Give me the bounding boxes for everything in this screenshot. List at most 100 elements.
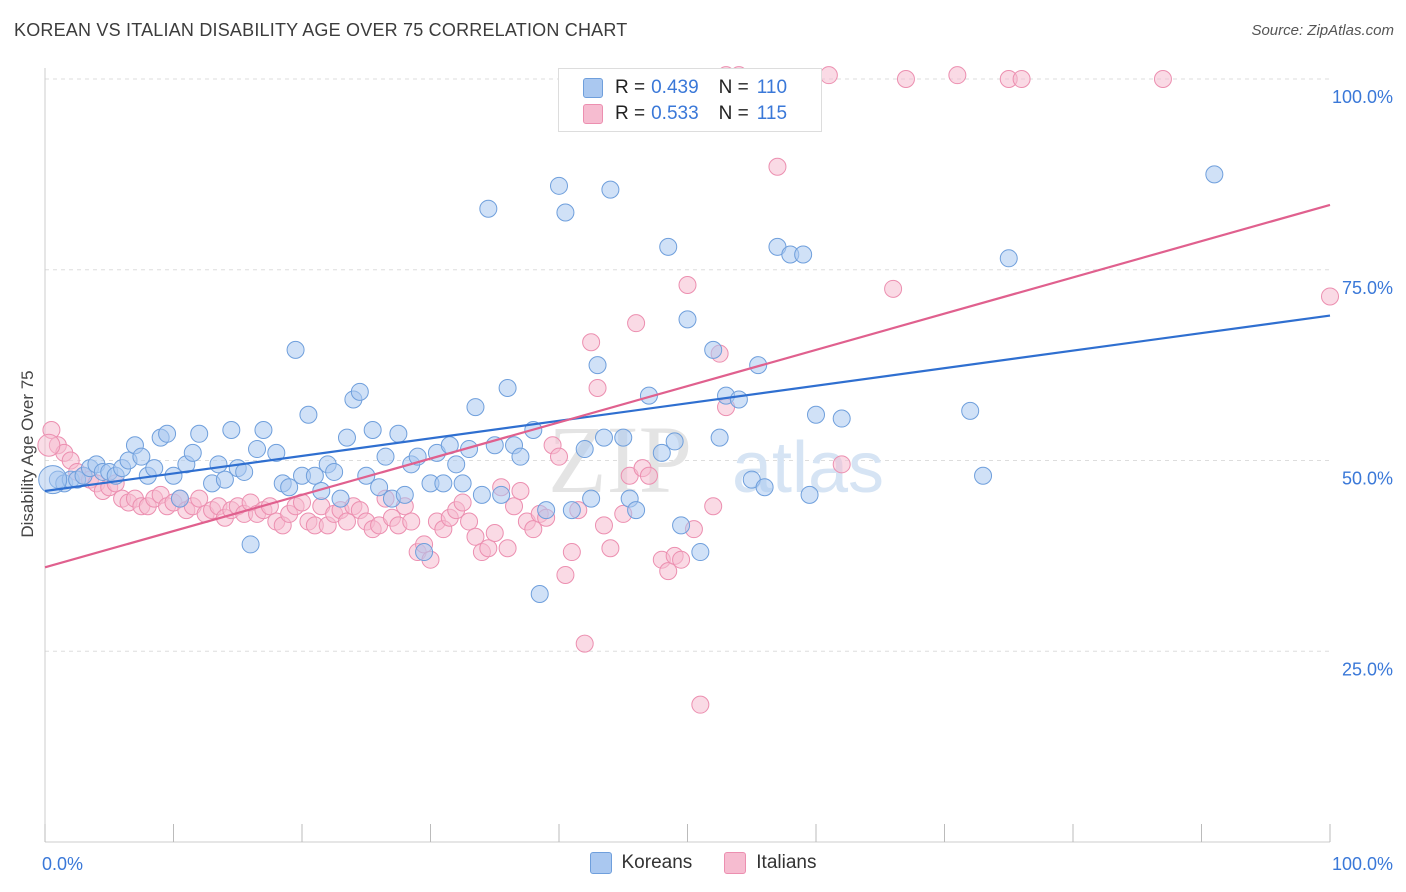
korean-point xyxy=(562,501,581,520)
korean-point xyxy=(331,489,350,508)
watermark-zip: ZIP xyxy=(548,406,692,513)
italian-point xyxy=(466,527,485,546)
legend-item-koreans[interactable]: Koreans xyxy=(589,852,693,874)
italian-point xyxy=(896,70,915,88)
italian-point xyxy=(1321,287,1339,306)
korean-point xyxy=(832,409,851,428)
korean-point xyxy=(170,489,189,508)
korean-point xyxy=(665,432,684,451)
korean-point xyxy=(254,420,273,439)
italian-point xyxy=(691,695,710,714)
korean-point xyxy=(389,424,408,443)
italian-point xyxy=(819,66,838,85)
chart-title: KOREAN VS ITALIAN DISABILITY AGE OVER 75… xyxy=(14,20,628,40)
korean-point xyxy=(1205,165,1224,184)
korean-point xyxy=(999,249,1018,268)
korean-point xyxy=(434,474,453,493)
stats-row-italians: R = 0.533 N = 115 xyxy=(583,102,787,126)
korean-point xyxy=(38,465,68,495)
italian-point xyxy=(37,433,61,457)
italian-point xyxy=(594,516,613,535)
legend-label-koreans: Koreans xyxy=(621,852,693,873)
italians-trend-line xyxy=(44,203,1331,569)
koreans-r-value: 0.439 xyxy=(651,77,699,98)
y-tick-label: 50.0% xyxy=(1342,469,1393,489)
korean-point xyxy=(447,455,466,474)
korean-point xyxy=(466,398,485,417)
korean-point xyxy=(614,428,633,447)
italian-point xyxy=(601,539,620,558)
korean-point xyxy=(755,478,774,497)
koreans-n-value: 110 xyxy=(756,77,788,98)
italian-point xyxy=(704,497,723,516)
korean-point xyxy=(280,478,299,497)
korean-point xyxy=(550,176,568,195)
korean-point xyxy=(209,455,228,474)
italian-point xyxy=(485,523,504,542)
italian-point xyxy=(948,66,967,85)
italian-point xyxy=(337,512,356,531)
italian-point xyxy=(575,634,594,653)
italian-point xyxy=(505,497,524,516)
y-axis-label: Disability Age Over 75 xyxy=(18,370,37,538)
italian-point xyxy=(562,543,581,562)
italian-point xyxy=(768,157,787,176)
r-label: R = xyxy=(615,103,646,124)
korean-point xyxy=(691,543,710,562)
korean-point xyxy=(530,585,549,604)
tick-labels: 25.0% 50.0% 75.0% 100.0% 0.0% 100.0% xyxy=(42,87,1393,874)
korean-point xyxy=(363,420,382,439)
italians-r-value: 0.533 xyxy=(651,103,699,124)
korean-point xyxy=(537,501,556,520)
korean-point xyxy=(299,405,318,424)
korean-point xyxy=(145,459,164,478)
italian-point xyxy=(678,276,697,295)
italian-point xyxy=(550,447,568,466)
source-label: Source: ZipAtlas.com xyxy=(1251,22,1394,39)
korean-point xyxy=(267,443,286,462)
korean-point xyxy=(325,462,344,481)
italians-legend-swatch xyxy=(724,852,747,874)
x-tick-label: 0.0% xyxy=(42,854,83,874)
italians-n-value: 115 xyxy=(756,103,788,124)
italian-point xyxy=(190,489,209,508)
italian-point xyxy=(460,512,479,531)
stats-legend: R = 0.439 N = 110 R = 0.533 N = 115 xyxy=(558,68,822,132)
korean-point xyxy=(395,485,414,504)
series-legend: Koreans Italians xyxy=(0,852,1406,874)
n-label: N = xyxy=(718,77,749,98)
korean-point xyxy=(492,485,511,504)
korean-point xyxy=(453,474,472,493)
korean-point xyxy=(601,180,620,199)
y-tick-label: 25.0% xyxy=(1342,659,1393,679)
korean-point xyxy=(582,489,601,508)
korean-point xyxy=(350,382,369,401)
italian-point xyxy=(588,379,607,398)
korean-point xyxy=(807,405,825,424)
korean-point xyxy=(215,470,234,489)
italian-point xyxy=(402,512,421,531)
italian-point xyxy=(639,466,658,485)
n-label: N = xyxy=(718,103,749,124)
koreans-swatch xyxy=(583,78,603,98)
italian-point xyxy=(479,539,498,558)
korean-point xyxy=(248,440,267,459)
korean-point xyxy=(704,340,723,359)
koreans-trend-line xyxy=(44,314,1331,493)
korean-point xyxy=(556,203,575,222)
x-tick-label: 100.0% xyxy=(1332,854,1393,874)
korean-point xyxy=(286,340,305,359)
legend-label-italians: Italians xyxy=(756,852,817,873)
korean-point xyxy=(588,356,607,375)
legend-item-italians[interactable]: Italians xyxy=(724,852,816,874)
italian-point xyxy=(1012,70,1031,88)
korean-point xyxy=(794,245,813,264)
korean-point xyxy=(337,428,356,447)
y-tick-label: 100.0% xyxy=(1332,87,1393,107)
watermark: ZIP atlas xyxy=(548,406,884,513)
korean-point xyxy=(710,428,729,447)
italian-point xyxy=(832,455,851,474)
italians-swatch xyxy=(583,104,603,124)
koreans-legend-swatch xyxy=(589,852,612,874)
korean-point xyxy=(800,485,819,504)
